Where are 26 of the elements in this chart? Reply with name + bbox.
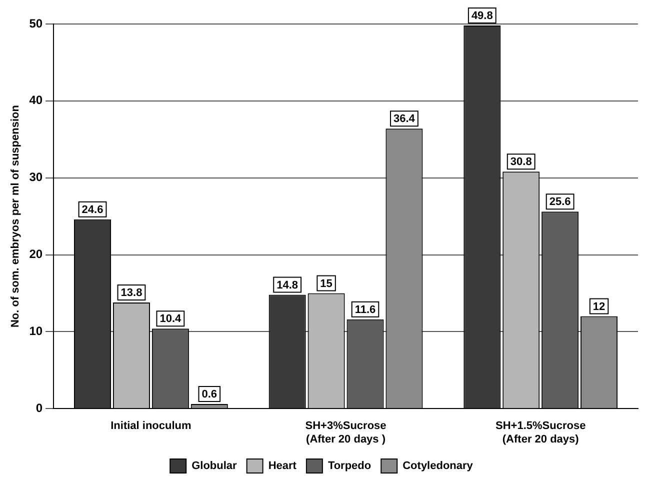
y-tick-label: 50 (29, 16, 43, 30)
data-label: 12 (592, 300, 606, 313)
legend-label: Torpedo (328, 460, 372, 472)
y-tick-label: 20 (29, 247, 43, 262)
data-label: 25.6 (549, 196, 571, 208)
data-label: 13.8 (120, 286, 142, 299)
y-tick-label: 10 (29, 324, 43, 338)
y-tick-label: 0 (36, 400, 43, 415)
data-label: 49.8 (471, 10, 493, 22)
data-label: 36.4 (394, 113, 416, 126)
legend-label: Globular (192, 460, 238, 472)
y-tick-label: 40 (29, 93, 43, 108)
data-label: 30.8 (510, 156, 532, 168)
data-label: 0.6 (202, 388, 218, 401)
x-tick-label: SH+3%Sucrose (After 20 days ) (305, 420, 386, 446)
x-tick-label: SH+1.5%Sucrose (After 20 days) (495, 420, 586, 446)
x-tick-label: Initial inoculum (110, 420, 192, 432)
data-label: 11.6 (354, 304, 376, 316)
data-label: 24.6 (82, 204, 104, 216)
data-label: 15 (320, 278, 332, 290)
y-axis-title: No. of som. embryos per ml of suspension (10, 104, 22, 328)
data-label: 14.8 (276, 279, 298, 292)
legend-label: Heart (268, 460, 297, 472)
legend-label: Cotyledonary (402, 460, 474, 472)
data-label: 10.4 (160, 313, 182, 326)
y-tick-label: 30 (29, 170, 43, 184)
